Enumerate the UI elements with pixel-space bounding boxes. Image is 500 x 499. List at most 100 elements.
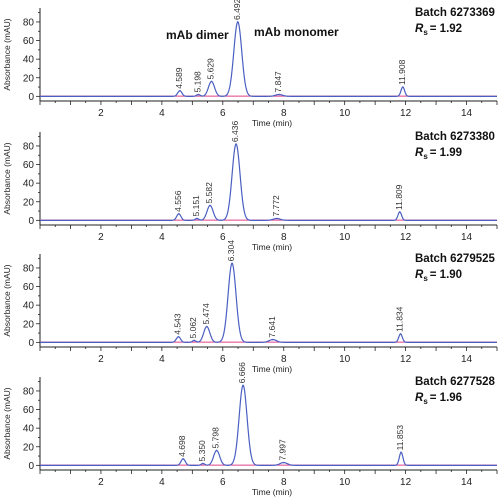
rs-value: = 1.92 bbox=[430, 23, 462, 35]
peak-label: 11.908 bbox=[397, 59, 407, 85]
y-tick-label: 20 bbox=[23, 442, 35, 453]
x-tick-label: 2 bbox=[98, 477, 104, 488]
annotation-dimer: mAb dimer bbox=[166, 28, 229, 42]
chromatogram-panel-4: 2 4 6 8 10 12 14 0 20 40 60 80 Absorbance (mAU) Time … bbox=[2, 362, 498, 497]
x-tick-label: 12 bbox=[400, 232, 412, 243]
peak-label: 4.543 bbox=[172, 313, 182, 335]
batch-title: Batch 6273380 bbox=[415, 131, 495, 143]
x-tick-label: 2 bbox=[98, 232, 104, 243]
chromatogram-trace bbox=[40, 262, 497, 343]
y-tick-label: 0 bbox=[28, 461, 34, 472]
peak-label: 7.772 bbox=[271, 195, 281, 217]
peak-label: 4.589 bbox=[174, 67, 184, 89]
y-tick-label: 80 bbox=[23, 17, 35, 28]
x-tick-label: 4 bbox=[159, 477, 165, 488]
x-tick-label: 6 bbox=[220, 354, 226, 365]
chromatogram-trace bbox=[40, 384, 497, 466]
peak-point bbox=[399, 333, 402, 335]
x-tick-label: 6 bbox=[220, 232, 226, 243]
peak-point bbox=[178, 213, 180, 215]
rs-value: = 1.99 bbox=[430, 147, 462, 159]
rs-symbol: R bbox=[415, 392, 424, 404]
y-tick-label: 60 bbox=[23, 36, 35, 47]
peak-label: 5.198 bbox=[192, 71, 202, 93]
peak-point bbox=[398, 211, 401, 213]
peak-point bbox=[231, 262, 233, 265]
peak-point bbox=[197, 93, 200, 96]
rs-symbol: R bbox=[415, 147, 424, 159]
x-tick-label: 8 bbox=[281, 477, 287, 488]
y-tick-label: 40 bbox=[23, 424, 35, 435]
peak-point bbox=[282, 461, 285, 464]
y-tick-label: 40 bbox=[23, 301, 35, 312]
rs-subscript: s bbox=[423, 28, 428, 37]
peak-label: 6.492 bbox=[232, 0, 242, 20]
y-tick-label: 80 bbox=[23, 263, 35, 274]
x-tick-label: 8 bbox=[281, 354, 287, 365]
rs-subscript: s bbox=[423, 274, 428, 283]
peak-point bbox=[196, 217, 198, 220]
y-tick-label: 20 bbox=[23, 197, 35, 208]
peak-point bbox=[202, 462, 204, 465]
x-tick-label: 8 bbox=[281, 108, 287, 119]
peak-point bbox=[401, 86, 404, 88]
x-tick-label: 10 bbox=[339, 232, 351, 243]
x-tick-label: 4 bbox=[159, 108, 165, 119]
peak-point bbox=[182, 458, 184, 460]
peak-point bbox=[179, 89, 181, 92]
peak-point bbox=[278, 93, 280, 96]
peak-label: 5.582 bbox=[204, 182, 214, 204]
x-tick-label: 2 bbox=[98, 108, 104, 119]
resolution-label: Rs = 1.92 bbox=[415, 23, 462, 37]
peak-label: 4.698 bbox=[177, 435, 187, 457]
chromatogram-panel-2: 2 4 6 8 10 12 14 0 20 40 60 80 Absorbance (mAU) Time … bbox=[2, 121, 498, 252]
annotation-monomer: mAb monomer bbox=[254, 25, 339, 39]
x-tick-label: 4 bbox=[159, 232, 165, 243]
x-axis-label: Time (min) bbox=[252, 487, 292, 497]
x-tick-label: 14 bbox=[461, 477, 473, 488]
peak-label: 6.666 bbox=[237, 362, 247, 384]
peak-point bbox=[400, 451, 402, 454]
peak-label: 5.629 bbox=[205, 58, 215, 80]
chromatogram-panel-1: 2 4 6 8 10 12 14 0 20 40 60 80 Absorbance (mAU) Time … bbox=[2, 0, 498, 128]
y-tick-label: 20 bbox=[23, 73, 35, 84]
y-tick-label: 20 bbox=[23, 319, 35, 330]
y-tick-label: 0 bbox=[28, 92, 34, 103]
x-tick-label: 10 bbox=[339, 354, 351, 365]
batch-title: Batch 6277528 bbox=[415, 376, 496, 388]
x-axis-label: Time (min) bbox=[252, 364, 292, 374]
y-axis-label: Absorbance (mAU) bbox=[2, 387, 12, 459]
x-tick-label: 4 bbox=[159, 354, 165, 365]
peak-point bbox=[236, 21, 239, 23]
peak-label: 4.556 bbox=[173, 190, 183, 212]
peak-label: 6.436 bbox=[230, 121, 240, 143]
y-tick-label: 80 bbox=[23, 141, 35, 152]
peak-label: 11.834 bbox=[395, 306, 405, 332]
chromatogram-trace bbox=[40, 21, 497, 97]
peak-label: 7.641 bbox=[267, 316, 277, 338]
y-tick-label: 60 bbox=[23, 282, 35, 293]
resolution-label: Rs = 1.90 bbox=[415, 269, 462, 283]
x-tick-label: 6 bbox=[220, 477, 226, 488]
batch-title: Batch 6279525 bbox=[415, 253, 496, 265]
peak-label: 5.350 bbox=[197, 440, 207, 462]
chromatogram-panel-3: 2 4 6 8 10 12 14 0 20 40 60 80 Absorbance (mAU) Time … bbox=[2, 240, 498, 374]
peak-label: 5.062 bbox=[188, 317, 198, 339]
x-axis-label: Time (min) bbox=[252, 242, 292, 252]
peak-point bbox=[193, 339, 196, 342]
x-tick-label: 8 bbox=[281, 232, 287, 243]
y-tick-label: 60 bbox=[23, 405, 35, 416]
peak-point bbox=[242, 384, 244, 387]
peak-point bbox=[205, 325, 208, 328]
y-tick-label: 0 bbox=[28, 338, 34, 349]
chromatogram-trace bbox=[40, 143, 497, 221]
x-axis-label: Time (min) bbox=[252, 118, 292, 128]
resolution-label: Rs = 1.99 bbox=[415, 147, 462, 161]
peak-label: 5.151 bbox=[191, 195, 201, 217]
y-tick-label: 60 bbox=[23, 160, 35, 171]
x-tick-label: 6 bbox=[220, 108, 226, 119]
y-tick-label: 80 bbox=[23, 386, 35, 397]
peak-point bbox=[215, 449, 218, 452]
x-tick-label: 12 bbox=[400, 108, 412, 119]
